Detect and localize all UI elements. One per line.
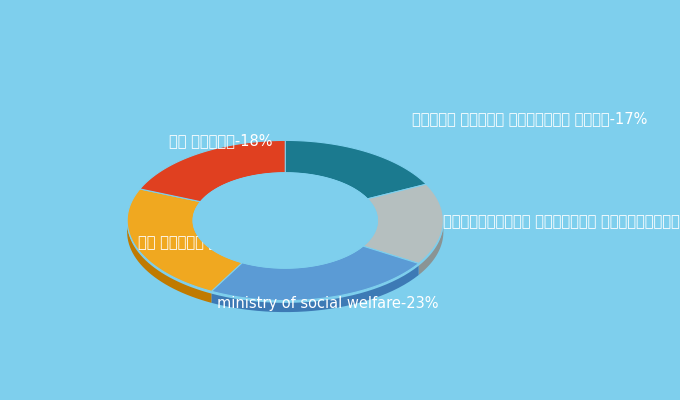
PathPatch shape — [363, 184, 443, 264]
PathPatch shape — [140, 140, 286, 202]
PathPatch shape — [127, 223, 211, 303]
Text: ১৭ মার্চ-18%: ১৭ মার্চ-18% — [169, 133, 273, 148]
Text: ১৭ মার্চ কি দিবস-23%: ১৭ মার্চ কি দিবস-23% — [137, 234, 303, 250]
PathPatch shape — [211, 266, 419, 312]
Text: সমাজকল্যাণ মন্ত্রী নুরুজ্জামান আহমেদ-16%: সমাজকল্যাণ মন্ত্রী নুরুজ্জামান আহমেদ-16% — [443, 213, 680, 228]
PathPatch shape — [286, 140, 426, 199]
Ellipse shape — [193, 173, 377, 268]
PathPatch shape — [127, 189, 242, 291]
PathPatch shape — [419, 223, 443, 275]
PathPatch shape — [211, 246, 419, 300]
Text: ministry of social welfare-23%: ministry of social welfare-23% — [217, 296, 438, 311]
Text: বিশ্ব অটিজম সচেতনতা দিবস-17%: বিশ্ব অটিজম সচেতনতা দিবস-17% — [412, 111, 647, 126]
